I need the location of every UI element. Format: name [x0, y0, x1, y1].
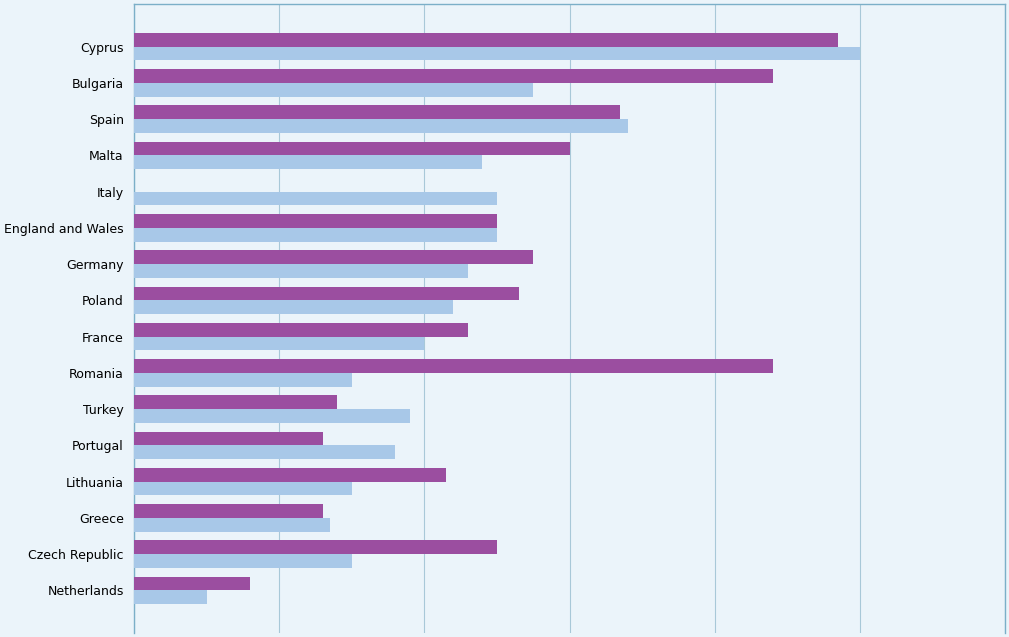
Bar [134, 373, 352, 387]
Bar [134, 155, 482, 169]
Bar [134, 468, 446, 482]
Bar [134, 540, 497, 554]
Bar [134, 69, 773, 83]
Bar [134, 590, 207, 605]
Bar [134, 47, 860, 61]
Bar [134, 264, 468, 278]
Bar [134, 359, 773, 373]
Bar [134, 445, 396, 459]
Bar [134, 554, 352, 568]
Bar [134, 228, 497, 241]
Bar [134, 83, 533, 97]
Bar [134, 518, 330, 532]
Bar [134, 119, 628, 133]
Bar [134, 336, 425, 350]
Bar [134, 32, 837, 47]
Bar [134, 105, 621, 119]
Bar [134, 301, 453, 314]
Bar [134, 432, 323, 445]
Bar [134, 323, 468, 336]
Bar [134, 141, 569, 155]
Bar [134, 409, 410, 423]
Bar [134, 504, 323, 518]
Bar [134, 250, 533, 264]
Bar [134, 482, 352, 496]
Bar [134, 214, 497, 228]
Bar [134, 576, 250, 590]
Bar [134, 287, 519, 301]
Bar [134, 396, 337, 409]
Bar [134, 192, 497, 205]
